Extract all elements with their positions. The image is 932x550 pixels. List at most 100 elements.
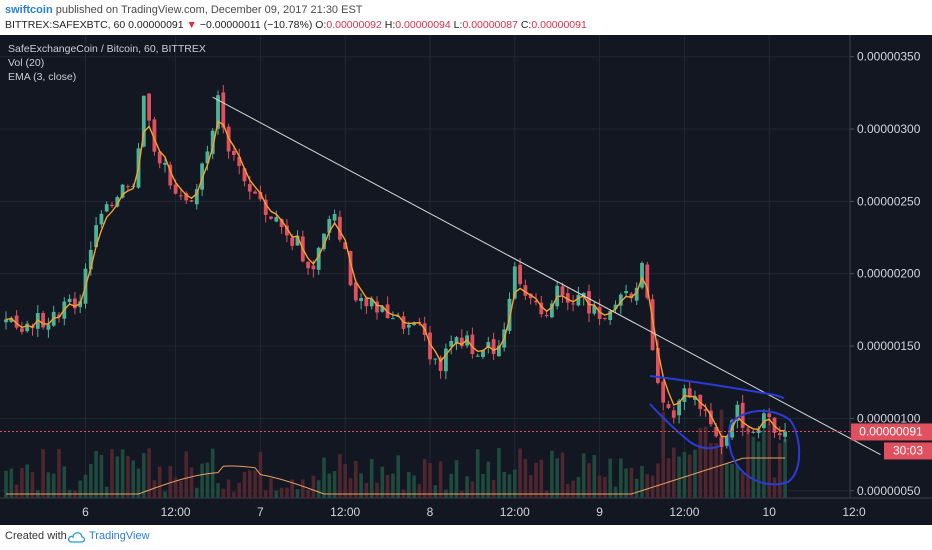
volume-bar xyxy=(115,456,120,498)
candle xyxy=(746,426,750,435)
candle xyxy=(491,332,496,360)
y-tick-label: 0.00000150 xyxy=(857,339,921,353)
volume-bar xyxy=(9,468,14,498)
annotation-wedge-lower xyxy=(649,403,721,450)
candle xyxy=(433,358,438,365)
legend-title: SafeExchangeCoin / Bitcoin, 60, BITTREX xyxy=(8,43,206,55)
volume-bar xyxy=(497,447,501,498)
candle xyxy=(306,261,310,275)
volume-bar xyxy=(566,483,570,498)
volume-bar xyxy=(624,468,628,498)
volume-bar xyxy=(528,474,533,498)
candle xyxy=(274,210,279,223)
price-chart[interactable]: 0.00000350 0.00000300 0.00000250 0.00000200… xyxy=(0,35,932,525)
volume-bar xyxy=(4,470,8,498)
volume-bar xyxy=(391,473,395,498)
volume-bar xyxy=(285,487,289,498)
volume-bar xyxy=(78,480,82,498)
candle xyxy=(624,284,628,297)
candle xyxy=(735,400,740,429)
volume-bar xyxy=(263,490,268,498)
price-axis[interactable] xyxy=(850,35,932,498)
volume-bar xyxy=(290,479,294,498)
volume-bar xyxy=(396,455,400,498)
volume-bar xyxy=(25,464,29,498)
volume-bar xyxy=(412,475,416,498)
volume-bar xyxy=(640,465,644,498)
volume-bar xyxy=(152,480,157,498)
volume-bar xyxy=(428,463,432,498)
volume-bar xyxy=(714,443,718,498)
candle xyxy=(507,292,512,335)
volume-bar xyxy=(184,451,188,498)
candle xyxy=(147,93,151,126)
volume-bar xyxy=(407,471,411,498)
volume-bar xyxy=(327,473,332,498)
volume-bar xyxy=(661,411,665,498)
open-label: O: xyxy=(315,19,327,31)
volume-bar xyxy=(629,467,634,498)
volume-bar xyxy=(608,458,612,498)
volume-bar xyxy=(354,460,358,498)
plot-area[interactable] xyxy=(0,35,850,498)
volume-bar xyxy=(571,480,575,498)
candle xyxy=(115,195,120,208)
candle xyxy=(724,435,729,449)
candle xyxy=(475,353,480,358)
candle xyxy=(359,293,363,310)
created-with-label: Created with xyxy=(5,530,67,542)
candle xyxy=(269,216,273,221)
volume-bar xyxy=(592,455,597,498)
candle xyxy=(449,335,454,355)
candle xyxy=(348,250,353,287)
volume-bar xyxy=(322,457,326,498)
time-axis[interactable] xyxy=(0,498,932,525)
volume-ma-line xyxy=(6,457,786,495)
volume-bar xyxy=(14,484,19,498)
volume-bar xyxy=(301,479,305,498)
volume-bar xyxy=(62,466,67,498)
volume-bar xyxy=(613,486,618,498)
open-value: 0.00000092 xyxy=(326,19,382,31)
volume-bar xyxy=(666,458,671,498)
volume-bar xyxy=(131,460,135,498)
volume-bar xyxy=(306,489,310,498)
volume-bar xyxy=(534,462,538,498)
candle xyxy=(518,258,522,287)
volume-bar xyxy=(205,462,210,498)
candle xyxy=(687,380,692,399)
volume-bar xyxy=(460,491,464,498)
candle xyxy=(560,282,565,303)
trend-line[interactable] xyxy=(212,96,881,456)
volume-bar xyxy=(656,463,660,498)
candle xyxy=(189,200,194,203)
volume-bar xyxy=(126,456,130,498)
volume-bar xyxy=(195,487,199,498)
volume-bar xyxy=(539,459,544,498)
author-name[interactable]: swiftcoin xyxy=(5,4,53,16)
volume-bar xyxy=(179,480,183,498)
tradingview-link[interactable]: TradingView xyxy=(89,530,150,542)
volume-bar xyxy=(417,484,422,498)
candle xyxy=(9,316,14,323)
volume-bar xyxy=(523,458,528,498)
volume-bar xyxy=(359,473,363,498)
candle xyxy=(194,184,199,210)
volume-bar xyxy=(364,482,369,498)
x-tick-label: 7 xyxy=(257,505,264,519)
candle xyxy=(285,219,289,243)
volume-bar xyxy=(449,473,453,498)
candle xyxy=(73,291,77,315)
candle xyxy=(613,300,618,313)
volume-bar xyxy=(168,465,173,498)
volume-bar xyxy=(295,489,300,498)
candle xyxy=(783,422,787,442)
candle xyxy=(555,281,560,310)
candle xyxy=(242,167,247,187)
volume-bar xyxy=(375,482,379,498)
legend-ema: EMA (3, close) xyxy=(8,71,76,83)
candle xyxy=(550,300,554,319)
close-label: C: xyxy=(520,19,532,31)
legend-volume: Vol (20) xyxy=(8,57,44,69)
volume-bar xyxy=(163,491,167,498)
